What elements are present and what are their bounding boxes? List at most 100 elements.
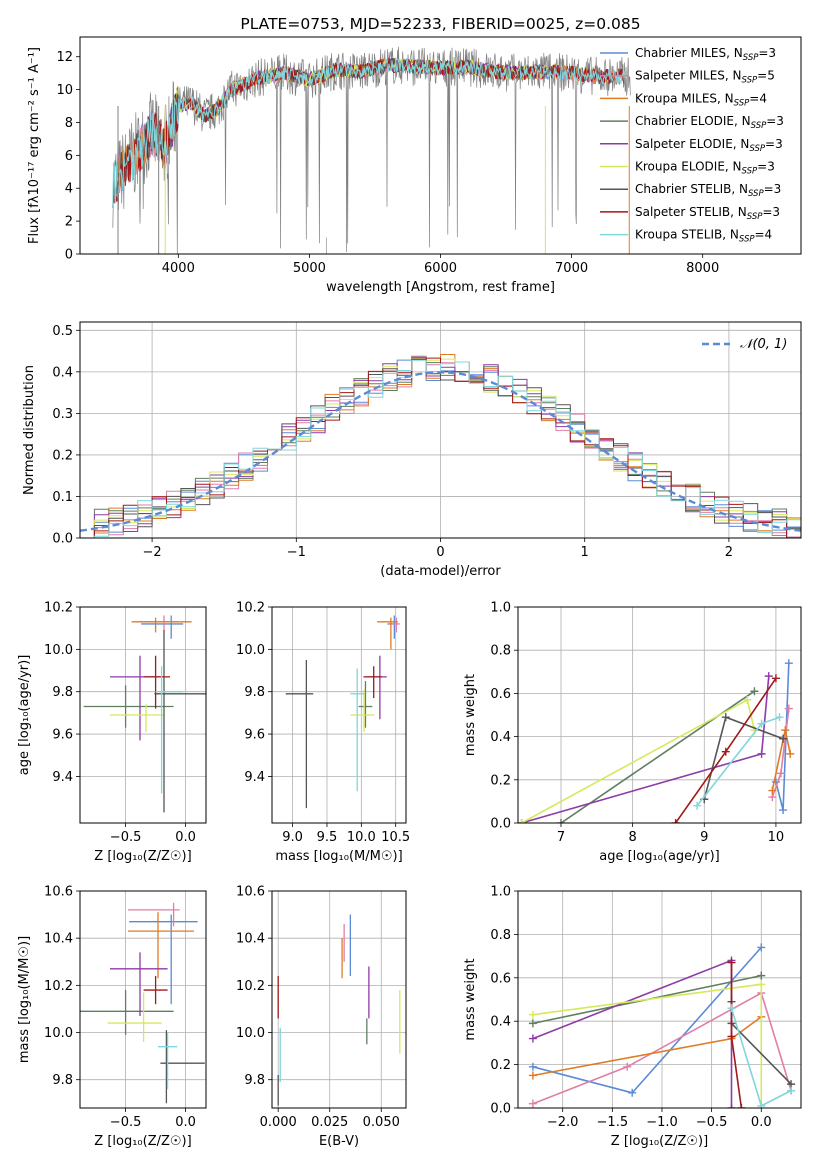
legend-label: Chabrier ELODIE, NSSP=3 — [635, 114, 784, 131]
y-tick-label: 9.8 — [52, 685, 73, 700]
weight-marker — [757, 971, 766, 980]
spectrum-model-salpeter-stelib — [112, 57, 625, 208]
y-tick-label: 1.0 — [490, 885, 511, 900]
errorbar-kroupa-stelib — [158, 1032, 178, 1090]
x-tick-label: 10.0 — [347, 830, 376, 845]
plot-area — [272, 891, 406, 1108]
panel-weight-age: 7 8 9 10 0.0 0.2 0.4 0.6 0.8 1.0 age [log₁₀(age/yr… — [463, 601, 802, 864]
y-tick-label: 9.8 — [52, 1073, 73, 1088]
weight-marker — [528, 1099, 537, 1108]
x-tick-label: 0.050 — [363, 1115, 400, 1130]
y-tick-label: 10.0 — [236, 643, 265, 658]
x-tick-label: 9.0 — [282, 830, 303, 845]
histogram-kroupa-stelib — [80, 359, 801, 538]
weight-marker — [528, 1034, 537, 1043]
x-tick-label: 10.5 — [381, 830, 410, 845]
plot-area — [80, 607, 206, 823]
plot-area — [272, 607, 406, 823]
x-tick-label: 7 — [557, 830, 565, 845]
weight-marker — [776, 769, 785, 778]
y-tick-label: 0.0 — [52, 532, 73, 547]
weight-line — [532, 991, 792, 1105]
gaussian-reference-line — [80, 371, 801, 532]
weight-marker — [764, 672, 773, 681]
axes-frame — [271, 890, 407, 1109]
weight-line — [521, 676, 770, 823]
y-tick-label: 10.6 — [236, 885, 265, 900]
weight-marker — [743, 695, 752, 704]
y-tick-label: 0.0 — [490, 817, 511, 832]
x-tick-label: 0.0 — [175, 830, 196, 845]
x-tick-label: 7000 — [555, 261, 588, 276]
weight-marker — [784, 659, 793, 668]
x-axis-label: wavelength [Angstrom, rest frame] — [326, 280, 555, 295]
panel-mass-ebv: 0.000 0.025 0.050 9.8 10.0 10.2 10.4 10.6 E(B-V) — [236, 885, 407, 1149]
errorbar-chabrier-miles — [129, 914, 198, 1005]
weight-marker — [528, 1071, 537, 1080]
errorbar-kroupa-elodie — [110, 704, 164, 732]
legend-label: Kroupa MILES, NSSP=4 — [635, 91, 767, 108]
x-tick-label: 9.5 — [317, 830, 338, 845]
y-tick-label: 0.0 — [490, 1102, 511, 1117]
weight-series-chabrier-miles — [771, 659, 793, 815]
weight-marker — [727, 1104, 736, 1108]
weight-marker — [528, 1062, 537, 1071]
errorbar-kroupa-elodie — [107, 992, 162, 1042]
y-tick-label: 0.4 — [52, 365, 73, 380]
errorbar-kroupa-elodie — [350, 689, 375, 732]
y-tick-label: 0.6 — [490, 687, 511, 702]
x-tick-label: −2.0 — [547, 1115, 579, 1130]
errorbar-salpeter-elodie — [366, 655, 387, 720]
x-tick-label: 0.0 — [751, 1115, 772, 1130]
weight-marker — [727, 1004, 736, 1013]
errorbar-kroupa-miles — [377, 617, 398, 650]
x-tick-label: −0.5 — [110, 830, 142, 845]
x-tick-label: 4000 — [162, 261, 195, 276]
legend-label: Salpeter ELODIE, NSSP=3 — [635, 137, 783, 154]
x-axis-label: (data-model)/error — [380, 564, 501, 579]
y-tick-label: 10.4 — [236, 932, 265, 947]
x-axis-label: E(B-V) — [319, 1134, 359, 1149]
weight-marker — [727, 1032, 736, 1041]
weight-marker — [787, 1086, 796, 1095]
x-tick-label: −0.5 — [110, 1115, 142, 1130]
y-tick-label: 0.4 — [490, 1015, 511, 1030]
weight-series-kroupa-miles — [768, 726, 795, 795]
weight-marker — [750, 687, 759, 696]
x-tick-label: 8000 — [686, 261, 719, 276]
panel-weight-z: −2.0 −1.5 −1.0 −0.5 0.0 0.0 0.2 0.4 0.6 0.8 1.0 Z [… — [463, 885, 802, 1149]
panel-age-mass: 9.0 9.5 10.0 10.5 9.4 9.6 9.8 10.0 10.2 mass [log… — [236, 601, 410, 865]
weight-series-kroupa-stelib — [727, 1004, 796, 1108]
y-tick-label: 9.6 — [52, 728, 73, 743]
weight-series-kroupa-stelib — [693, 713, 784, 810]
weight-series-kroupa-elodie — [518, 695, 759, 823]
x-axis-label: Z [log₁₀(Z/Z☉)] — [611, 1134, 708, 1149]
plot-area — [80, 891, 206, 1108]
errorbar-chabrier-stelib — [285, 659, 314, 809]
y-tick-label: 10.4 — [44, 932, 73, 947]
legend-label: Chabrier STELIB, NSSP=3 — [635, 182, 781, 199]
x-tick-label: −1.5 — [597, 1115, 629, 1130]
legend-label: Kroupa ELODIE, NSSP=3 — [635, 160, 775, 177]
errorbar-chabrier-stelib — [154, 630, 206, 813]
weight-marker — [721, 747, 730, 756]
x-axis-label: age [log₁₀(age/yr)] — [599, 849, 720, 864]
y-tick-label: 10.2 — [44, 979, 73, 994]
weight-line — [532, 946, 762, 1094]
y-tick-label: 10.0 — [236, 1026, 265, 1041]
y-tick-label: 9.8 — [244, 685, 265, 700]
weight-marker — [671, 819, 680, 823]
y-tick-label: 0.1 — [52, 490, 73, 505]
y-tick-label: 0.3 — [52, 407, 73, 422]
weight-marker — [556, 819, 565, 823]
y-tick-label: 9.6 — [244, 728, 265, 743]
x-tick-label: −1 — [287, 545, 306, 560]
weight-series-salpeter-stelib — [671, 674, 780, 823]
y-tick-label: 0.5 — [52, 324, 73, 339]
weight-marker — [757, 943, 766, 952]
weight-marker — [628, 1088, 637, 1097]
y-axis-label: mass weight — [463, 958, 478, 1040]
weight-series-chabrier-elodie — [556, 687, 759, 823]
y-tick-label: 10.2 — [44, 601, 73, 616]
